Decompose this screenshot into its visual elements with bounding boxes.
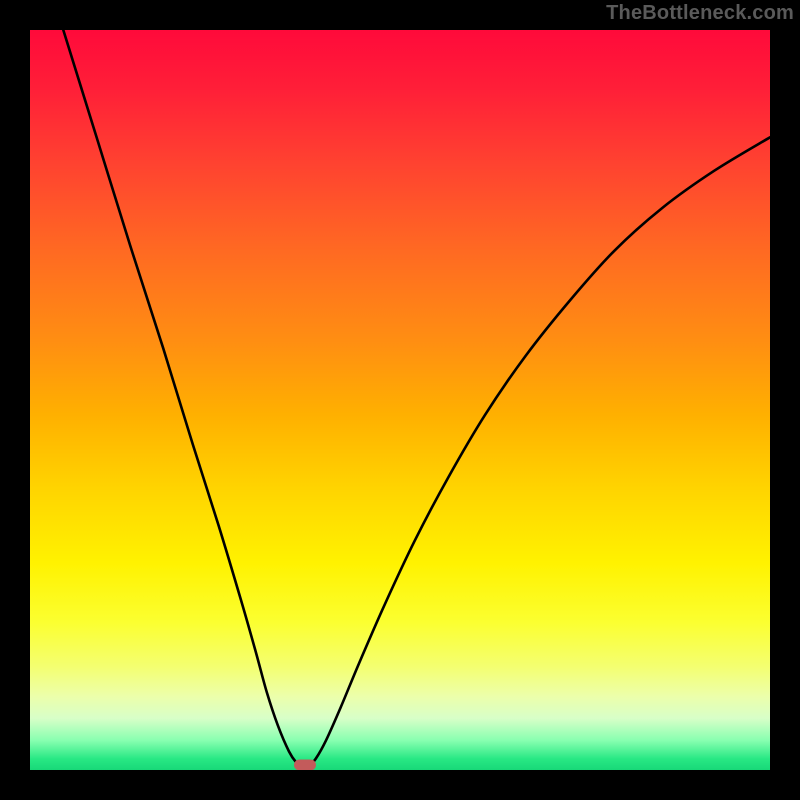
bottleneck-curve — [30, 30, 770, 770]
watermark-text: TheBottleneck.com — [606, 2, 794, 25]
plot-area — [30, 30, 770, 770]
minimum-marker — [294, 759, 316, 770]
